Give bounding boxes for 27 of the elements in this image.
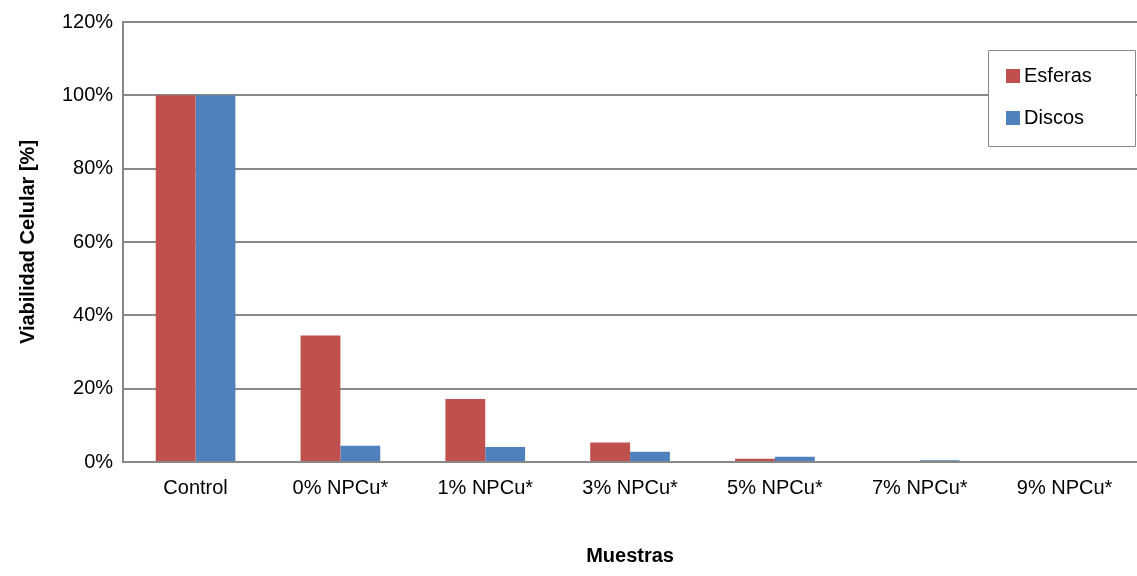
- x-tick-label: 0% NPCu*: [292, 475, 389, 498]
- bar: [774, 456, 815, 461]
- y-tick-label: 60%: [73, 229, 114, 252]
- legend-label: Esferas: [1024, 63, 1092, 86]
- y-axis-title: Viabilidad Celular [%]: [15, 139, 38, 345]
- legend-label: Discos: [1024, 105, 1085, 128]
- x-tick-label: 1% NPCu*: [437, 475, 534, 498]
- bar: [195, 95, 236, 461]
- bar: [590, 442, 631, 461]
- x-tick-label: 7% NPCu*: [871, 475, 968, 498]
- bar: [300, 335, 341, 461]
- y-tick-label: 20%: [73, 376, 114, 399]
- y-tick-label: 80%: [73, 156, 114, 179]
- y-tick-label: 0%: [84, 449, 114, 472]
- x-tick-label: 5% NPCu*: [727, 475, 823, 498]
- y-tick-label: 40%: [73, 302, 114, 325]
- x-tick-label: 9% NPCu*: [1016, 475, 1113, 498]
- y-tick-label: 120%: [62, 9, 114, 32]
- x-axis-title: Muestras: [586, 543, 674, 566]
- x-tick-label: Control: [163, 475, 228, 498]
- bar: [485, 446, 526, 461]
- bar: [630, 451, 670, 461]
- bar: [155, 95, 196, 461]
- bar: [445, 398, 486, 461]
- bar: [340, 445, 381, 461]
- x-tick-label: 3% NPCu*: [582, 475, 679, 498]
- y-tick-label: 100%: [62, 82, 114, 105]
